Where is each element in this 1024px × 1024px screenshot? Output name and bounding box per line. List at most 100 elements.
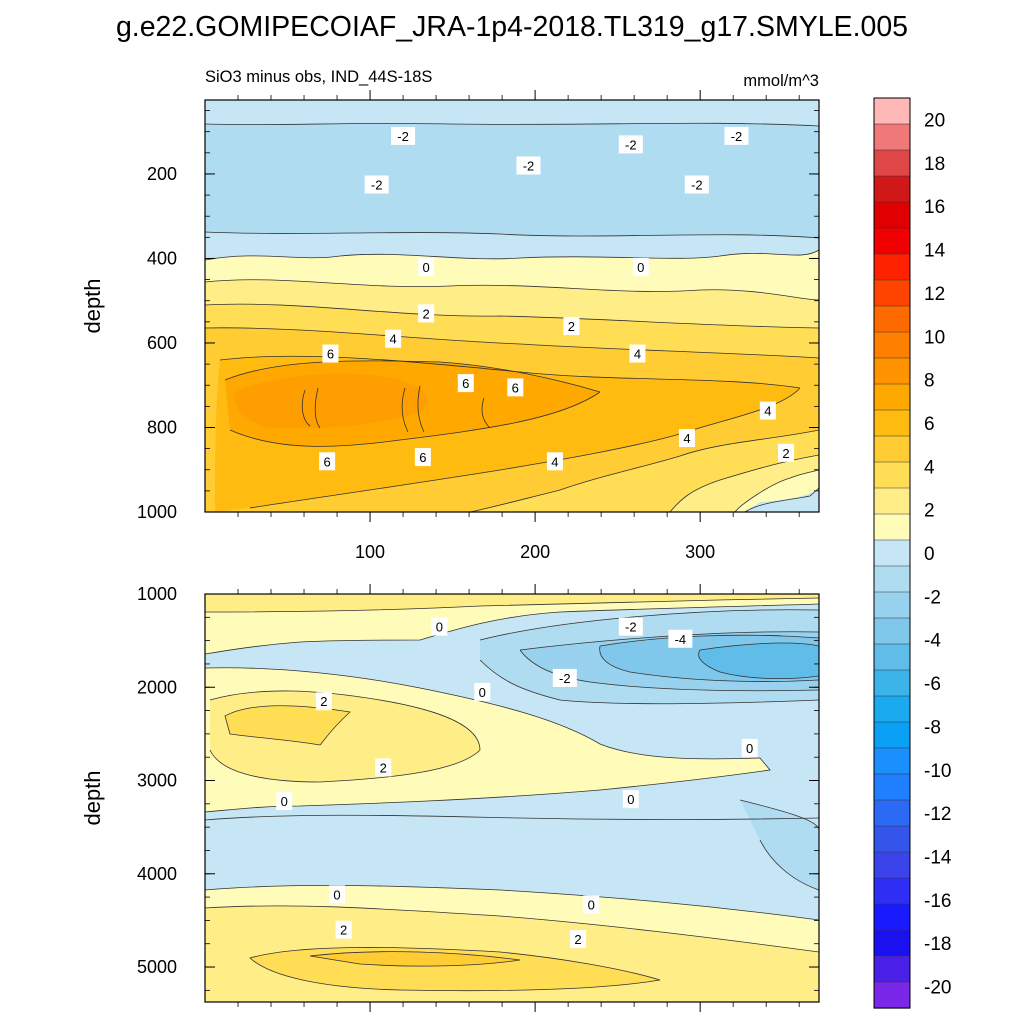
contour-label-box [375, 758, 392, 777]
upper-contour-field [205, 100, 819, 512]
colorbar-swatch [873, 695, 911, 723]
colorbar-tick-label: 14 [924, 241, 946, 262]
contour-label: 6 [322, 344, 339, 363]
contour-label-text: -2 [625, 137, 637, 152]
contour-label-text: 0 [627, 792, 634, 807]
contour-label-text: 4 [683, 431, 690, 446]
y-tick-label: 3000 [137, 771, 177, 791]
contour-label-box [777, 443, 794, 462]
colorbar-swatch [873, 357, 911, 385]
colorbar-swatch [873, 773, 911, 801]
colorbar-swatch [873, 565, 911, 593]
contour-label-text: 6 [462, 376, 469, 391]
colorbar-swatch [873, 435, 911, 463]
colorbar-swatch [873, 955, 911, 983]
contour-label-box [570, 930, 587, 949]
contour-label-text: 0 [479, 685, 486, 700]
contour-label: 2 [418, 304, 435, 323]
lower-ylabel: depth [80, 770, 105, 825]
contour-label: 6 [457, 374, 474, 393]
colorbar-tick-label: -6 [924, 674, 941, 695]
contour-label-text: -2 [397, 129, 409, 144]
colorbar-tick-label: 16 [924, 197, 945, 218]
colorbar-swatch [873, 487, 911, 515]
colorbar-tick-label: 6 [924, 414, 935, 435]
contour-label-box [668, 629, 693, 648]
contour-label-text: 6 [327, 347, 334, 362]
contour-label: -4 [668, 629, 693, 648]
lower-contour-field [205, 594, 819, 1002]
y-tick-label: 200 [147, 164, 177, 184]
contour-label-box [418, 257, 435, 276]
contour-label-text: 2 [380, 760, 387, 775]
y-tick-label: 400 [147, 248, 177, 268]
contour-label: 0 [622, 790, 639, 809]
contour-label-box [583, 895, 600, 914]
colorbar-tick-label: 8 [924, 371, 935, 392]
colorbar-swatch [873, 97, 911, 125]
colorbar-swatch [873, 851, 911, 879]
colorbar-swatch [873, 253, 911, 281]
colorbar-tick-label: -8 [924, 717, 941, 738]
colorbar-swatch [873, 175, 911, 203]
contour-label-box [329, 885, 346, 904]
contour-label-text: 0 [423, 260, 430, 275]
contour-label: 0 [418, 257, 435, 276]
contour-label-text: -4 [675, 632, 687, 647]
contour-label-box [622, 790, 639, 809]
contour-label-text: 4 [551, 454, 558, 469]
contour-label: -2 [684, 175, 709, 194]
colorbar-tick-label: -10 [924, 761, 951, 782]
contour-label-box [319, 452, 336, 471]
contour-label: 2 [777, 443, 794, 462]
contour-label-box [414, 448, 431, 467]
colorbar-swatch [873, 617, 911, 645]
contour-label-box [678, 429, 695, 448]
contour-label-text: 2 [423, 306, 430, 321]
colorbar-swatch [873, 305, 911, 333]
colorbar-swatch [873, 929, 911, 957]
x-tick-label: 100 [355, 542, 385, 562]
upper-ylabel: depth [80, 278, 105, 333]
contour-label-text: 0 [746, 741, 753, 756]
contour-label-text: -2 [559, 671, 571, 686]
contour-label: 2 [335, 920, 352, 939]
y-tick-label: 800 [147, 417, 177, 437]
contour-label-box [563, 317, 580, 336]
colorbar-swatch [873, 461, 911, 489]
contour-label: 4 [629, 344, 646, 363]
colorbar-swatch [873, 643, 911, 671]
contour-label-box [629, 344, 646, 363]
contour-label-text: 2 [782, 446, 789, 461]
colorbar-tick-label: 4 [924, 457, 935, 478]
contour-label: 2 [315, 692, 332, 711]
colorbar-swatch [873, 383, 911, 411]
y-tick-label: 2000 [137, 677, 177, 697]
contour-label-text: 0 [436, 620, 443, 635]
x-tick-label: 300 [685, 542, 715, 562]
contour-label-text: 2 [320, 694, 327, 709]
contour-label: 0 [741, 738, 758, 757]
contour-label-box [335, 920, 352, 939]
contour-label: 0 [583, 895, 600, 914]
colorbar-tick-label: 10 [924, 327, 945, 348]
contour-label-text: 4 [390, 332, 397, 347]
contour-label-box [516, 156, 541, 175]
contour-label: 6 [507, 378, 524, 397]
contour-label-text: 6 [419, 450, 426, 465]
colorbar-swatch [873, 513, 911, 541]
colorbar-tick-label: 0 [924, 544, 935, 565]
y-tick-label: 1000 [137, 584, 177, 604]
contour-label-box [322, 344, 339, 363]
colorbar-tick-label: -14 [924, 847, 952, 868]
contour-label-box [724, 126, 749, 145]
colorbar-tick-label: -12 [924, 804, 951, 825]
contour-label-text: -2 [523, 158, 535, 173]
contour-label-text: 2 [568, 319, 575, 334]
contour-label: -2 [364, 175, 389, 194]
panel-subtitle: SiO3 minus obs, IND_44S-18S [205, 68, 432, 86]
contour-label-box [546, 452, 563, 471]
y-tick-label: 5000 [137, 957, 177, 977]
colorbar-tick-label: -16 [924, 891, 951, 912]
